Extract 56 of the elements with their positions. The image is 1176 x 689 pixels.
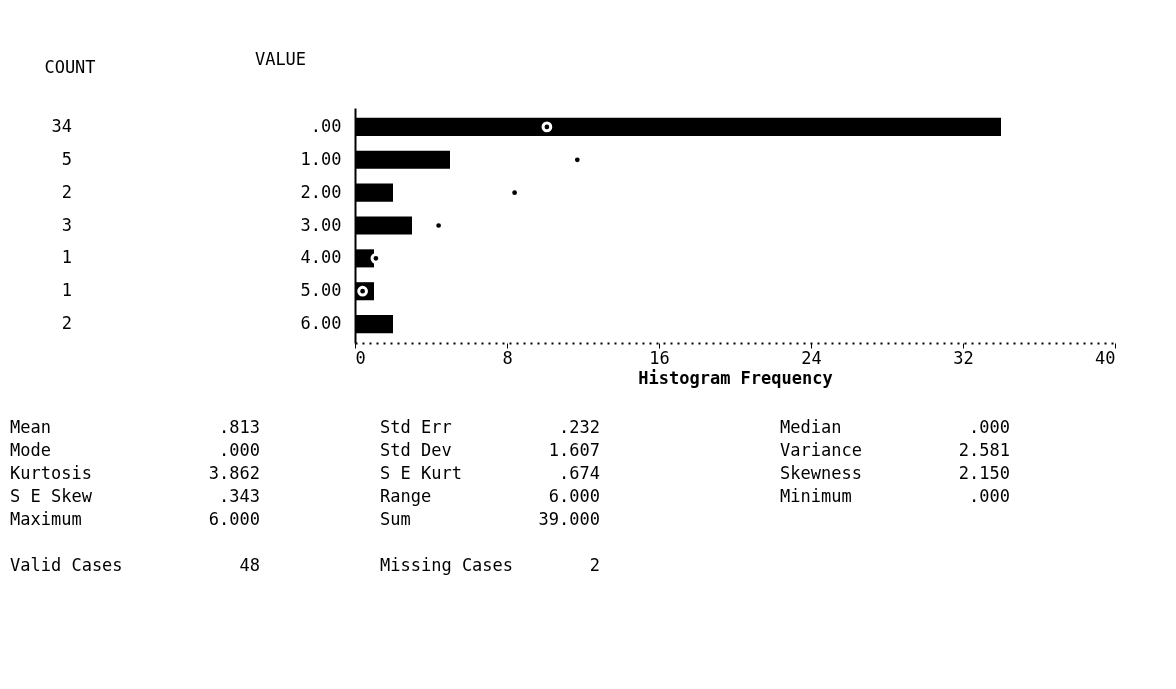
data-label: 3 [61, 214, 72, 235]
x-tick-label: 32 [953, 347, 974, 368]
text: Mode [10, 440, 51, 460]
x-tick-label: 0 [355, 347, 366, 368]
text: Missing Cases [380, 555, 514, 575]
text: Std Dev [380, 440, 452, 460]
data-label: 1 [61, 280, 72, 301]
text: .000 [219, 440, 260, 460]
text: 48 [239, 555, 260, 575]
x-tick-label: 40 [1095, 347, 1116, 368]
text: 39.000 [538, 509, 600, 529]
y-tick-label: 4.00 [300, 247, 342, 268]
text: .000 [969, 486, 1010, 506]
x-axis-title: Histogram Frequency [638, 367, 833, 388]
text: Valid Cases [10, 555, 123, 575]
data-label: 5 [61, 148, 72, 169]
text: 3.862 [208, 463, 260, 483]
text: Median [780, 417, 842, 437]
y-tick-label: 5.00 [300, 280, 342, 301]
y-tick-label: 3.00 [300, 214, 342, 235]
text: Std Err [380, 417, 452, 437]
y-tick-label: .00 [310, 115, 342, 136]
text: S E Kurt [380, 463, 462, 483]
y-tick-label: 2.00 [300, 181, 342, 202]
text: .000 [969, 417, 1010, 437]
text: Skewness [780, 463, 862, 483]
text: 2.581 [958, 440, 1010, 460]
text: S E Skew [10, 486, 93, 506]
text: Maximum [10, 509, 82, 529]
data-label: 2 [61, 181, 72, 202]
text: Variance [780, 440, 862, 460]
text: Sum [380, 509, 411, 529]
text: .674 [559, 463, 600, 483]
point [541, 121, 553, 133]
text: 2 [589, 555, 600, 575]
data-label: 34 [51, 115, 72, 136]
text: Mean [10, 417, 51, 437]
text: Kurtosis [10, 463, 92, 483]
data-label: 2 [61, 313, 72, 334]
text: 6.000 [208, 509, 260, 529]
x-tick-label: 16 [649, 347, 670, 368]
text: Range [380, 486, 432, 506]
text: 6.000 [548, 486, 600, 506]
data-label: 1 [61, 247, 72, 268]
x-tick-label: 24 [801, 347, 822, 368]
text: 2.150 [958, 463, 1010, 483]
text: .232 [559, 417, 600, 437]
text: .813 [219, 417, 260, 437]
y-axis-title: VALUE [254, 48, 307, 69]
text: .343 [219, 486, 260, 506]
text: 1.607 [548, 440, 600, 460]
x-tick-label: 8 [502, 347, 513, 368]
y-tick-label: 1.00 [300, 148, 342, 169]
text: COUNT [44, 57, 96, 77]
y-tick-label: 6.00 [300, 313, 342, 334]
text: Minimum [780, 486, 852, 506]
